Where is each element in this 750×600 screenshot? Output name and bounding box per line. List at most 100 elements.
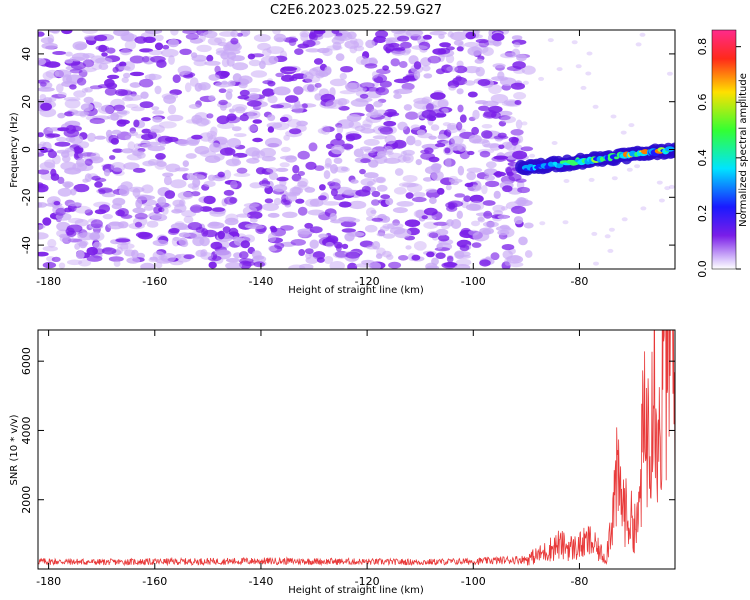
noise-blob bbox=[135, 231, 151, 238]
noise-blob bbox=[396, 201, 414, 207]
noise-blob bbox=[322, 201, 340, 206]
noise-blob bbox=[515, 119, 523, 130]
noise-blob bbox=[233, 133, 247, 138]
noise-blob bbox=[501, 261, 511, 269]
noise-blob bbox=[206, 113, 214, 119]
noise-blob bbox=[207, 222, 225, 229]
noise-blob bbox=[523, 222, 534, 229]
noise-blob bbox=[499, 77, 517, 86]
spectrogram-ytick-label: -20 bbox=[20, 188, 33, 206]
noise-blob bbox=[304, 187, 316, 193]
spectrogram-ytick-label: 40 bbox=[20, 47, 33, 61]
noise-blob bbox=[73, 183, 90, 193]
noise-blob bbox=[163, 175, 172, 186]
noise-blob bbox=[386, 254, 394, 260]
noise-blob bbox=[128, 131, 139, 137]
noise-blob bbox=[246, 211, 263, 220]
noise-blob bbox=[251, 250, 262, 259]
noise-blob bbox=[607, 248, 614, 253]
noise-blob bbox=[450, 135, 464, 145]
noise-blob bbox=[124, 40, 137, 50]
noise-blob bbox=[366, 112, 383, 118]
noise-blob bbox=[344, 82, 358, 91]
noise-blob bbox=[309, 30, 324, 38]
noise-blob bbox=[453, 39, 464, 46]
noise-blob bbox=[479, 259, 491, 267]
noise-blob bbox=[216, 115, 230, 125]
noise-blob bbox=[344, 40, 360, 49]
noise-blob bbox=[132, 207, 146, 214]
noise-blob bbox=[190, 204, 203, 213]
noise-blob bbox=[116, 131, 132, 141]
noise-blob bbox=[127, 141, 136, 151]
noise-blob bbox=[385, 197, 394, 206]
noise-blob bbox=[518, 236, 528, 246]
noise-blob bbox=[314, 82, 322, 88]
noise-blob bbox=[217, 230, 225, 240]
noise-blob bbox=[129, 55, 145, 64]
noise-blob bbox=[255, 167, 266, 175]
noise-blob bbox=[492, 204, 506, 213]
noise-blob bbox=[118, 110, 130, 115]
noise-blob bbox=[281, 74, 295, 82]
noise-blob bbox=[192, 236, 205, 247]
noise-blob bbox=[362, 51, 370, 60]
noise-blob bbox=[520, 146, 534, 152]
noise-blob bbox=[86, 246, 98, 256]
noise-blob bbox=[475, 66, 485, 77]
noise-blob bbox=[208, 95, 216, 101]
spectrogram-ytick-label: 0 bbox=[20, 146, 33, 153]
noise-blob bbox=[266, 167, 278, 174]
noise-blob bbox=[340, 166, 349, 172]
noise-blob bbox=[46, 133, 61, 138]
noise-blob bbox=[104, 87, 117, 96]
noise-blob bbox=[250, 53, 265, 58]
noise-blob bbox=[388, 42, 400, 48]
noise-blob bbox=[167, 104, 177, 115]
noise-blob bbox=[405, 30, 424, 37]
noise-blob bbox=[148, 49, 163, 56]
noise-blob bbox=[223, 44, 231, 51]
noise-blob bbox=[288, 38, 297, 46]
noise-blob bbox=[178, 232, 191, 238]
noise-blob bbox=[445, 46, 455, 51]
noise-blob bbox=[319, 184, 326, 191]
noise-blob bbox=[292, 164, 300, 174]
noise-blob bbox=[153, 206, 161, 214]
noise-blob bbox=[57, 127, 70, 132]
noise-blob bbox=[132, 150, 144, 157]
noise-blob bbox=[247, 93, 260, 100]
noise-blob bbox=[320, 93, 335, 103]
noise-blob bbox=[316, 257, 325, 263]
noise-blob bbox=[498, 120, 507, 127]
noise-blob bbox=[177, 139, 190, 147]
noise-blob bbox=[56, 136, 67, 142]
noise-blob bbox=[297, 150, 310, 160]
noise-blob bbox=[239, 251, 249, 260]
noise-blob bbox=[529, 153, 536, 158]
noise-blob bbox=[471, 242, 482, 248]
noise-blob bbox=[459, 244, 470, 252]
noise-blob bbox=[175, 254, 182, 260]
noise-blob bbox=[640, 206, 647, 211]
noise-blob bbox=[150, 55, 166, 63]
noise-blob bbox=[392, 139, 407, 149]
noise-blob bbox=[363, 172, 379, 179]
noise-blob bbox=[387, 222, 404, 230]
colorbar-tick-label: 0.6 bbox=[696, 94, 709, 112]
noise-blob bbox=[454, 264, 471, 269]
noise-blob bbox=[86, 255, 103, 262]
noise-blob bbox=[275, 167, 289, 172]
noise-blob bbox=[347, 262, 358, 269]
noise-blob bbox=[66, 224, 83, 233]
noise-blob bbox=[285, 155, 297, 163]
noise-blob bbox=[279, 116, 289, 123]
noise-blob bbox=[422, 65, 431, 72]
noise-blob bbox=[83, 96, 94, 104]
noise-blob bbox=[448, 85, 457, 91]
noise-blob bbox=[152, 110, 165, 115]
noise-blob bbox=[405, 111, 419, 120]
noise-blob bbox=[464, 80, 476, 86]
noise-blob bbox=[547, 38, 554, 43]
noise-blob bbox=[230, 30, 239, 38]
